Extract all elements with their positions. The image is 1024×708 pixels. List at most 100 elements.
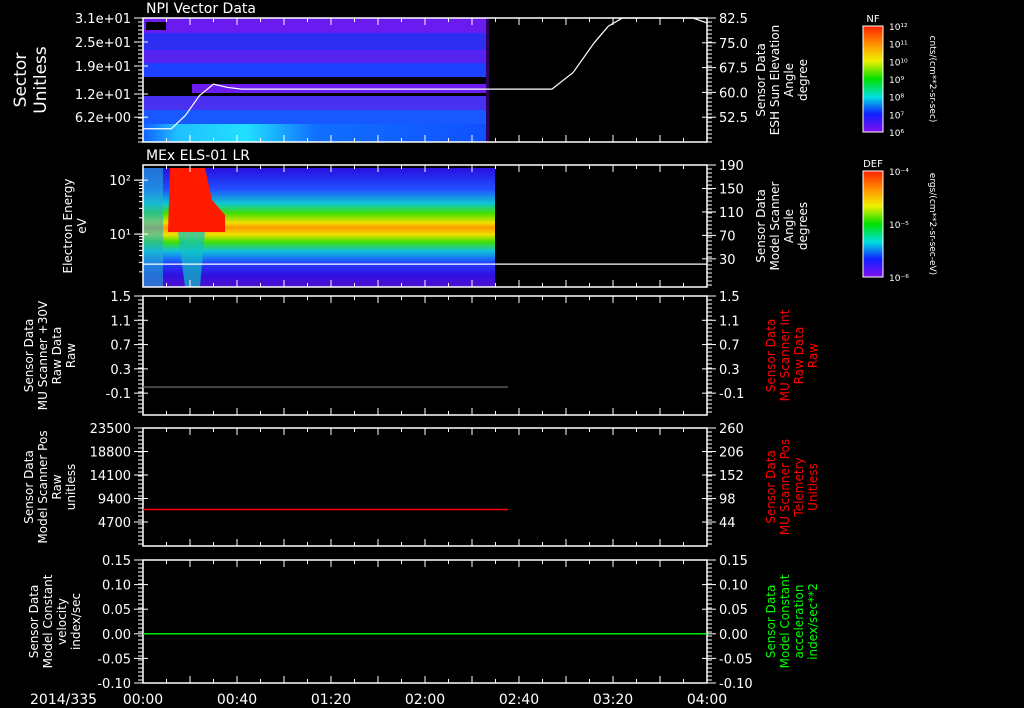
colorbar-tick-label: 10⁹	[889, 76, 904, 86]
y2-tick-label: 0.3	[719, 363, 740, 378]
y2-tick-label: 52.5	[719, 111, 748, 126]
y2-tick-label: 190	[719, 159, 744, 174]
y2-tick-label: 1.1	[719, 314, 740, 329]
y-tick-label: 1.9e+01	[75, 60, 131, 75]
y-axis-label-line: Sensor Data	[22, 450, 36, 524]
y-axis-label-line: Raw	[64, 343, 78, 368]
colorbar-tick-label: 10⁷	[889, 111, 904, 121]
colorbar-tick-label: 10⁶	[889, 129, 904, 139]
y-axis-label-line: Raw Data	[50, 327, 64, 385]
y2-axis-label-line: Model Scanner	[768, 181, 782, 270]
y-axis-label-line: Sector	[11, 53, 31, 108]
time-tick-label: 01:20	[311, 692, 351, 708]
y-axis-label-line: Sensor Data	[27, 585, 41, 659]
y-tick-label: 0.15	[102, 554, 131, 569]
y-tick-label: 9400	[98, 493, 131, 508]
overlay-line	[143, 17, 708, 130]
colorbar-tick-label: 10⁻⁶	[889, 274, 909, 284]
y-tick-label: 14100	[90, 469, 131, 484]
colorbar-units-text: ergs/(cm**2-sr-sec-eV)	[927, 173, 937, 275]
y2-tick-label: 70	[719, 229, 736, 244]
y2-axis-label-line: Sensor Data	[764, 585, 778, 659]
y2-axis-label-line: index/sec**2	[806, 583, 820, 660]
y-axis-label-line: MU Scanner +30V	[36, 300, 50, 410]
colorbar-tick-label: 10⁻⁴	[889, 168, 909, 178]
colorbar-tick-label: 10¹¹	[889, 41, 908, 51]
y-axis-label-line: index/sec	[69, 593, 83, 650]
y-tick-label: 10²	[109, 174, 131, 189]
y-axis-label-line: Unitless	[31, 46, 51, 114]
y2-tick-label: 0.05	[719, 603, 748, 618]
y-tick-label: 23500	[90, 422, 131, 437]
nf-colorbar	[862, 25, 884, 133]
time-tick-label: 00:40	[217, 692, 257, 708]
y-tick-label: 10¹	[109, 228, 131, 243]
y2-axis-label-line: Sensor Data	[754, 43, 768, 117]
time-tick-label: 02:40	[499, 692, 539, 708]
y-tick-label: 0.3	[110, 363, 131, 378]
y2-axis-label-line: Unitless	[806, 463, 820, 511]
y2-axis-label: Sensor Data Model Scanner Angle degrees	[754, 181, 810, 270]
y2-axis-label-line: Raw	[806, 343, 820, 368]
y-axis-label-line: Electron Energy	[61, 178, 75, 273]
y2-axis-label-line: Sensor Data	[764, 450, 778, 524]
y2-tick-label: 0.7	[719, 339, 740, 354]
y2-tick-label: 1.5	[719, 290, 740, 305]
panel-title: NPI Vector Data	[146, 1, 256, 17]
y2-axis-label-line: MU Scanner Pos	[778, 439, 792, 535]
y2-axis-label-line: Sensor Data	[764, 319, 778, 393]
y2-tick-label: 152	[719, 469, 744, 484]
y2-tick-label: 260	[719, 422, 744, 437]
colorbar-tick-label: 10¹⁰	[889, 58, 908, 68]
y-tick-label: 6.2e+00	[75, 111, 131, 126]
y-tick-label: -0.10	[97, 677, 131, 692]
y2-tick-label: 75.0	[719, 37, 748, 52]
colorbar-label: DEF	[863, 159, 883, 170]
y2-tick-label: 82.5	[719, 12, 748, 27]
y-axis-label-line: eV	[75, 217, 89, 233]
y2-tick-label: 98	[719, 493, 736, 508]
y-axis-label: Sensor Data Model Scanner Pos Raw unitless	[22, 430, 78, 543]
def-colorbar	[862, 170, 884, 278]
y-axis-label-line: Model Scanner Pos	[36, 430, 50, 543]
y2-axis-label-line: acceleration	[792, 585, 806, 659]
colorbar-tick-label: 10¹²	[889, 23, 908, 33]
panel-frame	[142, 427, 708, 547]
y-axis-label: Sector Unitless	[11, 46, 51, 114]
colorbar-units: ergs/(cm**2-sr-sec-eV)	[927, 173, 937, 275]
colorbar-tick-label: 10⁸	[889, 94, 904, 104]
y2-axis-label-line: Raw Data	[792, 327, 806, 385]
y-tick-label: 1.5	[110, 290, 131, 305]
y-axis-label: Electron Energy eV	[61, 178, 89, 273]
time-tick-label: 03:20	[593, 692, 633, 708]
panel-frame	[142, 559, 708, 684]
y2-axis-label-line: Sensor Data	[754, 189, 768, 263]
y-axis-label: Sensor Data Model Constant velocity index/s…	[27, 574, 83, 668]
time-tick-label: 02:00	[405, 692, 445, 708]
date-label: 2014/335	[30, 692, 97, 708]
y-tick-label: -0.05	[97, 652, 131, 667]
y2-tick-label: 206	[719, 446, 744, 461]
y2-tick-label: -0.05	[719, 652, 753, 667]
y-axis-label-line: velocity	[55, 598, 69, 645]
y-tick-label: 0.7	[110, 339, 131, 354]
y-tick-label: 1.1	[110, 314, 131, 329]
y-tick-label: 2.5e+01	[75, 36, 131, 51]
y2-axis-label-line: Telemetry	[792, 457, 806, 517]
y2-axis-label: Sensor Data MU Scanner Pos Telemetry Unitle…	[764, 439, 820, 535]
time-tick-label: 00:00	[123, 692, 163, 708]
y-tick-label: 3.1e+01	[75, 12, 131, 27]
y-tick-label: 18800	[90, 446, 131, 461]
y2-axis-label: Sensor Data ESH Sun Elevation Angle degree	[754, 25, 810, 135]
y2-axis-label-line: Model Constant	[778, 574, 792, 668]
y2-tick-label: 0.00	[719, 628, 748, 643]
colorbar-units-text: cnts/(cm**2-sr-sec)	[927, 36, 937, 123]
y2-tick-label: 0.15	[719, 554, 748, 569]
y-tick-label: 4700	[98, 516, 131, 531]
y-tick-label: 0.00	[102, 628, 131, 643]
y2-tick-label: 150	[719, 182, 744, 197]
panel-title: MEx ELS-01 LR	[146, 148, 250, 164]
y2-axis-label: Sensor Data MU Scanner Int Raw Data Raw	[764, 309, 820, 401]
y2-tick-label: -0.10	[719, 677, 753, 692]
